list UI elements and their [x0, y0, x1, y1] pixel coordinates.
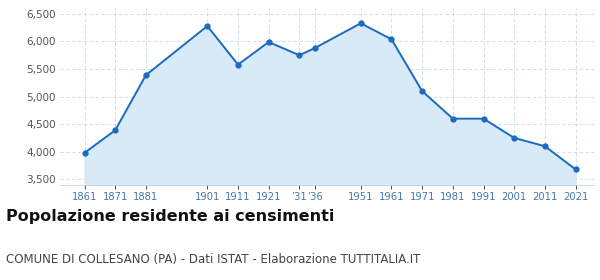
Text: Popolazione residente ai censimenti: Popolazione residente ai censimenti: [6, 209, 334, 224]
Text: COMUNE DI COLLESANO (PA) - Dati ISTAT - Elaborazione TUTTITALIA.IT: COMUNE DI COLLESANO (PA) - Dati ISTAT - …: [6, 253, 421, 266]
